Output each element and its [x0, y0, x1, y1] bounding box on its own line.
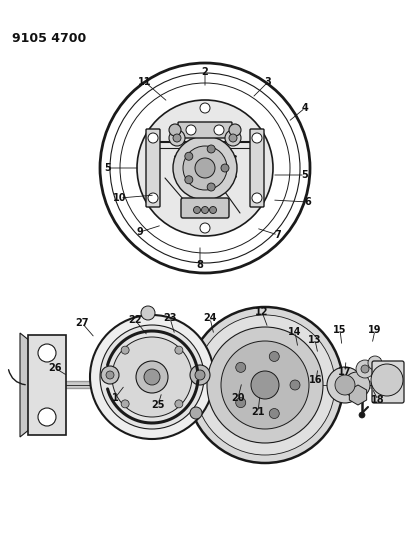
Text: 27: 27 [75, 318, 88, 328]
Polygon shape [348, 385, 366, 405]
Text: 3: 3 [264, 77, 271, 87]
Circle shape [189, 365, 209, 385]
Circle shape [144, 369, 160, 385]
FancyBboxPatch shape [178, 122, 231, 138]
Circle shape [207, 327, 322, 443]
Circle shape [229, 124, 240, 136]
Circle shape [269, 408, 279, 418]
Circle shape [200, 223, 209, 233]
Circle shape [112, 337, 191, 417]
Circle shape [184, 152, 192, 160]
Circle shape [193, 206, 200, 214]
Circle shape [252, 193, 261, 203]
Circle shape [100, 325, 204, 429]
Circle shape [148, 133, 157, 143]
Circle shape [175, 400, 182, 408]
Text: 19: 19 [367, 325, 381, 335]
Text: 23: 23 [163, 313, 176, 323]
Circle shape [343, 372, 369, 398]
Circle shape [201, 206, 208, 214]
Circle shape [235, 398, 245, 408]
Text: 5: 5 [104, 163, 111, 173]
Circle shape [38, 344, 56, 362]
Circle shape [148, 193, 157, 203]
Text: 8: 8 [196, 260, 203, 270]
Text: 2: 2 [201, 67, 208, 77]
Text: 22: 22 [128, 315, 142, 325]
Circle shape [213, 125, 223, 135]
Text: 4: 4 [301, 103, 308, 113]
Circle shape [225, 130, 240, 146]
Circle shape [186, 125, 196, 135]
Text: 26: 26 [48, 363, 62, 373]
FancyBboxPatch shape [249, 129, 263, 207]
Circle shape [90, 315, 213, 439]
Circle shape [169, 130, 184, 146]
Circle shape [136, 361, 168, 393]
Circle shape [175, 346, 182, 354]
Text: 1: 1 [111, 393, 118, 403]
Circle shape [207, 183, 215, 191]
Text: 24: 24 [203, 313, 216, 323]
Circle shape [169, 124, 180, 136]
Circle shape [370, 364, 402, 396]
Circle shape [367, 356, 381, 370]
Circle shape [195, 158, 214, 178]
Text: 12: 12 [255, 307, 268, 317]
Text: 14: 14 [288, 327, 301, 337]
Circle shape [269, 351, 279, 361]
Circle shape [220, 164, 229, 172]
Circle shape [200, 103, 209, 113]
Circle shape [141, 306, 155, 320]
Circle shape [289, 380, 299, 390]
Circle shape [38, 408, 56, 426]
Text: 16: 16 [308, 375, 322, 385]
Circle shape [207, 145, 215, 153]
Text: 5: 5 [301, 170, 308, 180]
Circle shape [184, 176, 192, 184]
Text: 11: 11 [138, 77, 151, 87]
Circle shape [334, 375, 354, 395]
Circle shape [358, 412, 364, 418]
Circle shape [252, 133, 261, 143]
Circle shape [173, 134, 180, 142]
Circle shape [182, 146, 227, 190]
Circle shape [121, 400, 129, 408]
Circle shape [187, 307, 342, 463]
Circle shape [355, 360, 373, 378]
FancyBboxPatch shape [180, 198, 229, 218]
Text: 18: 18 [370, 395, 384, 405]
Circle shape [121, 346, 129, 354]
Text: 17: 17 [337, 367, 351, 377]
FancyBboxPatch shape [146, 129, 160, 207]
Circle shape [189, 407, 202, 419]
Circle shape [220, 341, 308, 429]
Circle shape [250, 371, 278, 399]
Circle shape [235, 362, 245, 373]
Circle shape [101, 366, 119, 384]
Circle shape [195, 315, 334, 455]
Text: 25: 25 [151, 400, 164, 410]
Text: 10: 10 [113, 193, 126, 203]
Circle shape [137, 100, 272, 236]
Text: 9105 4700: 9105 4700 [12, 31, 86, 44]
Text: 13: 13 [308, 335, 321, 345]
Circle shape [209, 206, 216, 214]
FancyBboxPatch shape [28, 335, 66, 435]
Circle shape [229, 134, 236, 142]
Text: 20: 20 [231, 393, 244, 403]
Text: 9: 9 [136, 227, 143, 237]
FancyBboxPatch shape [371, 361, 403, 403]
Text: 21: 21 [251, 407, 264, 417]
Circle shape [173, 136, 236, 200]
Circle shape [106, 371, 114, 379]
Text: 7: 7 [274, 230, 281, 240]
Circle shape [326, 367, 362, 403]
Circle shape [195, 370, 204, 380]
Polygon shape [20, 333, 30, 437]
Circle shape [360, 365, 368, 373]
Text: 15: 15 [333, 325, 346, 335]
Text: 6: 6 [304, 197, 310, 207]
